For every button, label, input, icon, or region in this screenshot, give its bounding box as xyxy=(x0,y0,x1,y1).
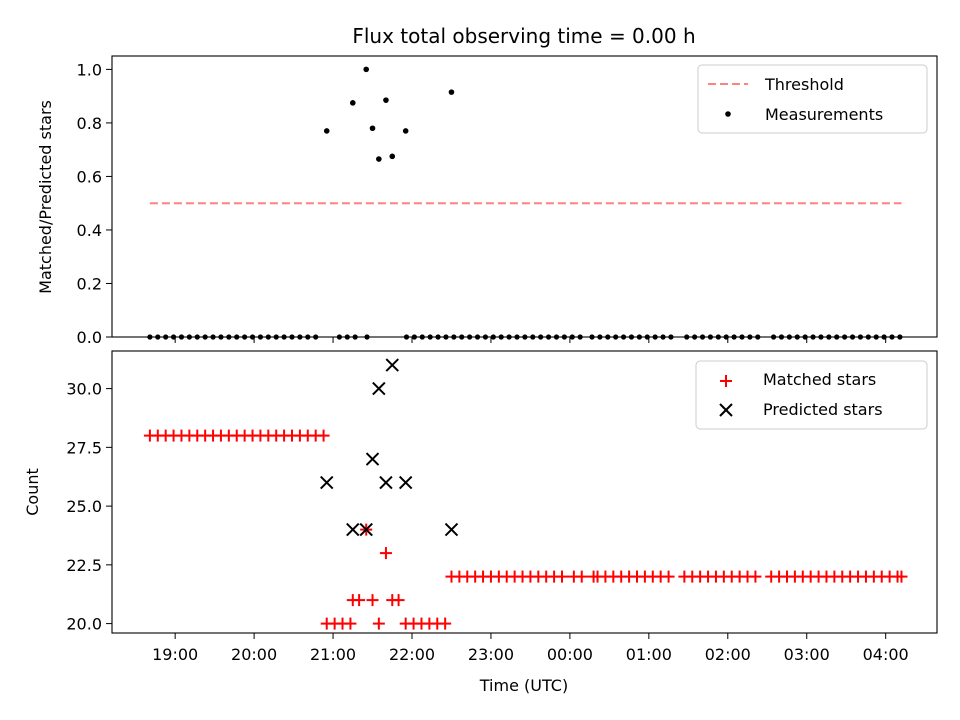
x-tick-label: 03:00 xyxy=(784,645,830,664)
measurement-point xyxy=(389,153,396,160)
top-y-tick-label: 0.6 xyxy=(77,167,102,186)
bottom-y-tick-label: 25.0 xyxy=(66,497,102,516)
matched-legend-label: Matched stars xyxy=(763,370,876,389)
predicted-legend-swatch xyxy=(719,403,733,417)
matched-star-point xyxy=(895,570,908,583)
matched-star-point xyxy=(575,570,588,583)
threshold-legend-label: Threshold xyxy=(764,75,844,94)
predicted-star-point xyxy=(398,475,413,490)
measurement-point xyxy=(369,125,376,132)
x-tick-label: 22:00 xyxy=(389,645,435,664)
x-tick-label: 04:00 xyxy=(863,645,909,664)
measurements-legend-label: Measurements xyxy=(765,105,883,124)
top-y-tick-label: 1.0 xyxy=(77,60,102,79)
x-tick-label: 19:00 xyxy=(152,645,198,664)
top-y-tick-label: 0.2 xyxy=(77,274,102,293)
predicted-star-point xyxy=(359,522,373,537)
top-axis-ticks: 0.0 0.2 0.4 0.6 0.8 1.0 xyxy=(77,60,887,347)
measurement-point xyxy=(376,156,382,162)
bottom-panel: 19:00 20:00 21:00 22:00 23:00 00:00 01:00 02:00… xyxy=(23,350,938,695)
top-y-axis-label: Matched/Predicted stars xyxy=(36,100,55,294)
bottom-y-tick-label: 27.5 xyxy=(66,438,102,457)
predicted-star-point xyxy=(385,358,399,372)
matched-star-point xyxy=(379,547,392,560)
matched-star-point xyxy=(372,617,385,630)
top-legend: Threshold Measurements xyxy=(697,64,928,134)
matched-star-point xyxy=(662,570,675,583)
matched-star-point xyxy=(392,594,405,607)
measurement-point xyxy=(349,100,356,106)
predicted-star-point xyxy=(379,475,393,490)
matched-star-point xyxy=(317,429,330,442)
measurements-legend-swatch xyxy=(725,111,731,117)
predicted-star-point xyxy=(444,522,459,537)
measurement-point xyxy=(448,89,455,95)
predicted-star-point xyxy=(346,522,360,537)
bottom-axis-ticks: 19:00 20:00 21:00 22:00 23:00 00:00 01:00 02:00… xyxy=(66,380,908,664)
bottom-y-tick-label: 20.0 xyxy=(66,615,102,634)
predicted-star-point xyxy=(320,475,334,490)
x-tick-label: 00:00 xyxy=(547,645,593,664)
top-panel: Flux total observing time = 0.00 h 0.00.… xyxy=(36,24,938,347)
top-plot-frame xyxy=(111,55,938,338)
top-y-tick-label: 0.8 xyxy=(77,114,102,133)
measurement-point xyxy=(383,97,389,103)
bottom-legend: Matched stars Predicted stars xyxy=(695,360,928,430)
x-tick-label: 23:00 xyxy=(468,645,514,664)
predicted-star-point xyxy=(365,452,380,466)
top-legend-box xyxy=(697,64,928,134)
matched-star-point xyxy=(353,594,366,607)
x-axis-label: Time (UTC) xyxy=(479,676,568,695)
bottom-plot-frame xyxy=(111,350,938,634)
measurement-point xyxy=(323,128,330,134)
matched-legend-swatch xyxy=(720,375,732,387)
measurement-point xyxy=(363,66,370,73)
predicted-star-point xyxy=(372,381,386,396)
predicted-legend-label: Predicted stars xyxy=(763,400,883,419)
count-points xyxy=(143,358,908,630)
x-tick-label: 02:00 xyxy=(705,645,751,664)
matched-star-point xyxy=(556,570,568,583)
matched-star-point xyxy=(439,617,452,630)
measurement-point xyxy=(402,128,409,134)
matched-star-point xyxy=(344,617,357,630)
matched-star-point xyxy=(366,594,379,607)
top-y-tick-label: 0.4 xyxy=(77,221,102,240)
bottom-y-tick-label: 22.5 xyxy=(66,556,102,575)
bottom-legend-box xyxy=(695,360,928,430)
bottom-y-tick-label: 30.0 xyxy=(66,380,102,399)
bottom-y-axis-label: Count xyxy=(23,468,42,516)
x-tick-label: 21:00 xyxy=(310,645,356,664)
chart-title: Flux total observing time = 0.00 h xyxy=(352,24,695,48)
x-tick-label: 20:00 xyxy=(231,645,277,664)
top-y-tick-label: 0.0 xyxy=(77,328,102,347)
x-tick-label: 01:00 xyxy=(626,645,672,664)
matched-star-point xyxy=(749,570,762,583)
